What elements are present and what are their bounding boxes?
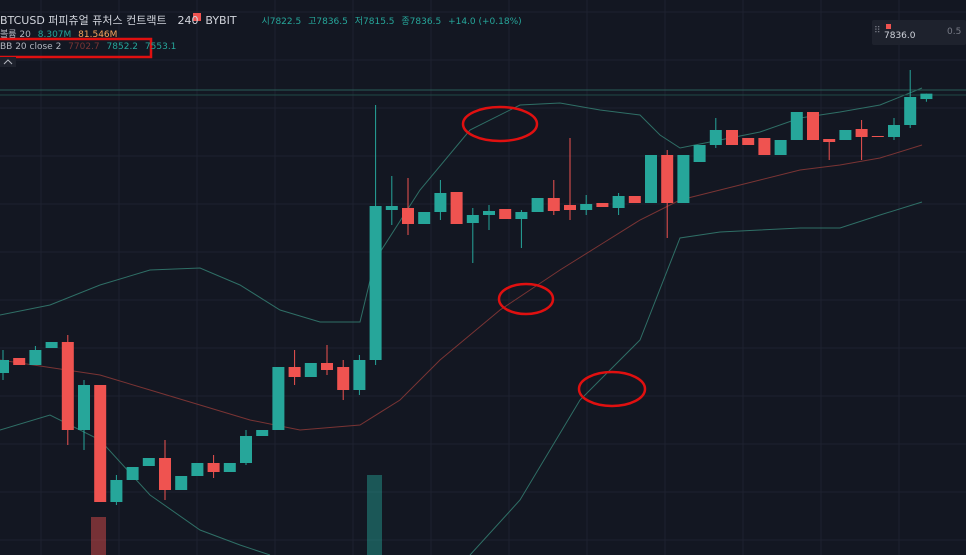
candle-body — [499, 209, 512, 219]
price: 7836.0 — [884, 31, 916, 41]
candle-body — [45, 342, 58, 348]
bb-upper — [0, 87, 923, 323]
candle-body — [450, 192, 463, 224]
candle-body — [0, 360, 9, 373]
candle-body — [369, 206, 382, 360]
marker — [886, 24, 891, 29]
annotation-circle — [577, 370, 647, 408]
candle-body — [191, 463, 204, 476]
candle-body — [353, 360, 366, 390]
high: 고7836.5 — [308, 17, 348, 27]
candle-body — [564, 205, 576, 210]
candle-body — [677, 155, 690, 203]
bb-name: BB 20 close 2 — [0, 42, 62, 52]
candle-body — [304, 363, 317, 377]
candle-body — [790, 112, 803, 140]
volume-bar — [367, 475, 382, 555]
candle-body — [126, 467, 139, 480]
symbol-legend: BTCUSD 퍼피츄얼 퓨처스 컨트랙트 240 BYBIT 시7822.5 고… — [0, 12, 526, 28]
annotation-box — [0, 37, 153, 59]
candle-body — [661, 155, 674, 203]
volume-ma: 81.546M — [78, 30, 118, 40]
candle-body — [580, 204, 593, 210]
candles — [0, 70, 933, 505]
candle-body — [466, 215, 479, 223]
open: 시7822.5 — [261, 17, 302, 27]
step: 0.5 — [947, 27, 962, 37]
bb-basis — [0, 144, 923, 431]
symbol: BTCUSD 퍼피츄얼 퓨처스 컨트랙트 — [0, 14, 167, 27]
candle-body — [418, 212, 431, 224]
candle-body — [142, 458, 155, 466]
volume-bar — [91, 517, 106, 555]
candle-body — [29, 350, 42, 365]
candle-body — [888, 125, 900, 137]
bb-legend: BB 20 close 2 7702.7 7852.2 7553.1 — [0, 42, 180, 52]
collapse-icon — [3, 59, 13, 65]
candle-body — [628, 196, 641, 203]
annotation-circle — [497, 282, 555, 316]
candle-body — [515, 212, 528, 219]
candle-body — [774, 140, 787, 155]
candle-body — [807, 112, 819, 140]
candle-body — [207, 463, 220, 472]
candle-body — [175, 476, 188, 490]
candle-body — [483, 211, 495, 215]
candle-body — [920, 93, 933, 100]
bb-lower — [0, 201, 923, 555]
candle-body — [726, 130, 738, 145]
candle-body — [596, 203, 609, 207]
candle-body — [240, 436, 252, 463]
volume-value: 8.307M — [37, 30, 72, 40]
candle-body — [94, 385, 107, 502]
candle-body — [758, 138, 771, 155]
candle-body — [434, 193, 447, 212]
candle-body — [13, 358, 26, 365]
candle-body — [337, 367, 350, 390]
candle-body — [159, 458, 171, 490]
close: 종7836.5 — [401, 17, 442, 27]
annotation-circle — [461, 105, 539, 143]
flag-icon — [193, 13, 201, 21]
bb-basis-value: 7702.7 — [68, 42, 100, 52]
price-box[interactable]: ⠿ 7836.0 0.5 — [872, 20, 966, 45]
exchange: BYBIT — [205, 14, 237, 27]
candle-body — [855, 129, 868, 137]
interval: 240 — [177, 14, 199, 27]
candle-body — [385, 206, 398, 210]
candle-body — [709, 130, 722, 145]
change: +14.0 (+0.18%) — [448, 17, 522, 27]
candle-body — [321, 363, 333, 370]
candle-body — [402, 208, 414, 224]
volume-name: 볼륨 20 — [0, 30, 31, 40]
candle-body — [645, 155, 657, 203]
candle-body — [272, 367, 285, 430]
volume-legend: 볼륨 20 8.307M 81.546M — [0, 27, 121, 40]
candle-body — [823, 139, 836, 142]
candle-body — [110, 480, 123, 502]
candle-body — [871, 136, 884, 137]
candle-body — [612, 196, 625, 208]
low: 저7815.5 — [354, 17, 395, 27]
candle-body — [742, 138, 755, 145]
candle-body — [547, 198, 560, 211]
drag-handle: ⠿ — [874, 26, 881, 36]
bb-upper-value: 7852.2 — [106, 42, 139, 52]
bb-lower-value: 7553.1 — [144, 42, 177, 52]
candle-body — [693, 145, 706, 162]
candle-body — [904, 97, 917, 125]
candle-body — [61, 342, 74, 430]
candle-body — [223, 463, 236, 472]
candle-body — [78, 385, 90, 430]
candle-body — [531, 198, 544, 212]
candle-body — [288, 367, 301, 377]
candle-body — [839, 130, 852, 140]
collapse-button[interactable] — [0, 57, 16, 67]
candle-body — [256, 430, 269, 436]
